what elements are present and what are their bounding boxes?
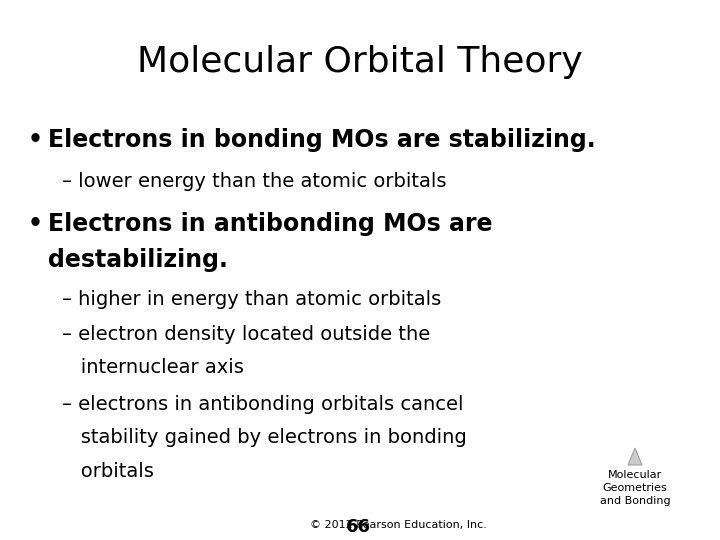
Text: © 2012 Pearson Education, Inc.: © 2012 Pearson Education, Inc. [310,520,487,530]
Text: Geometries: Geometries [603,483,667,493]
Text: – electron density located outside the: – electron density located outside the [62,325,431,344]
Text: Electrons in antibonding MOs are: Electrons in antibonding MOs are [48,212,492,236]
Text: Electrons in bonding MOs are stabilizing.: Electrons in bonding MOs are stabilizing… [48,128,595,152]
Text: – electrons in antibonding orbitals cancel: – electrons in antibonding orbitals canc… [62,395,464,414]
Text: Molecular Orbital Theory: Molecular Orbital Theory [137,45,583,79]
Text: 66: 66 [346,518,371,536]
Text: orbitals: orbitals [62,462,154,481]
Text: internuclear axis: internuclear axis [62,358,244,377]
Text: – lower energy than the atomic orbitals: – lower energy than the atomic orbitals [62,172,446,191]
Text: stability gained by electrons in bonding: stability gained by electrons in bonding [62,428,467,447]
Text: and Bonding: and Bonding [600,496,670,506]
Text: Molecular: Molecular [608,470,662,480]
Polygon shape [628,448,642,465]
Text: •: • [28,212,43,236]
Text: destabilizing.: destabilizing. [48,248,228,272]
Text: – higher in energy than atomic orbitals: – higher in energy than atomic orbitals [62,290,441,309]
Text: •: • [28,128,43,152]
